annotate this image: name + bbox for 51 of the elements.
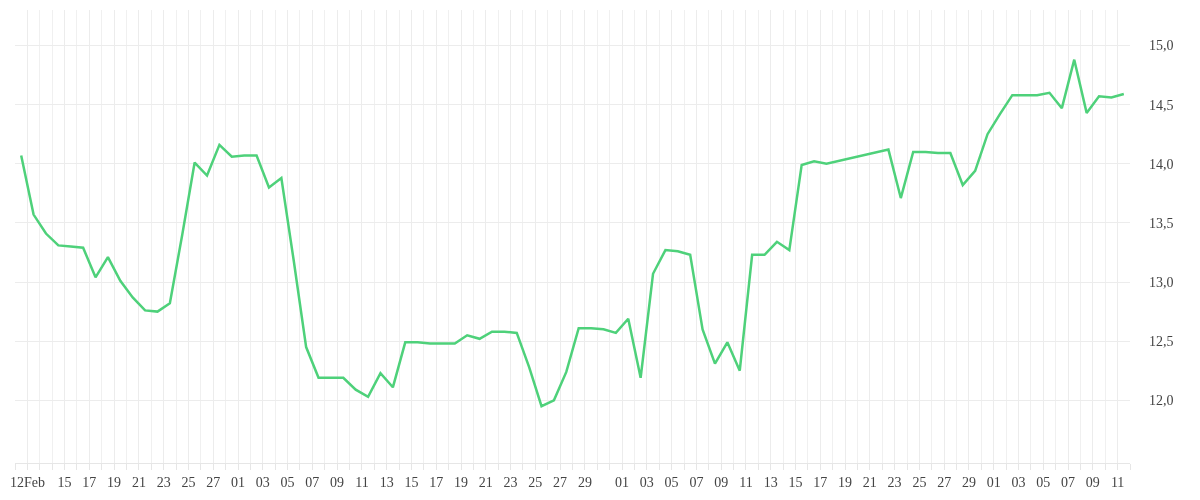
x-tick-label: 17 xyxy=(82,474,97,490)
x-tick-label: 01 xyxy=(231,474,245,490)
x-tick-label: 21 xyxy=(131,474,146,490)
x-tick-label: 19 xyxy=(107,474,122,490)
x-tick-label: 11 xyxy=(739,474,753,490)
x-tick-label: 05 xyxy=(1036,474,1051,490)
x-tick-label: 11 xyxy=(355,474,369,490)
x-tick-label: 03 xyxy=(255,474,270,490)
x-tick-label: 25 xyxy=(181,474,196,490)
x-tick-label: 12Feb xyxy=(9,474,45,490)
x-tick-label: 23 xyxy=(156,474,171,490)
y-tick-label: 13,5 xyxy=(1149,215,1174,231)
x-tick-label: 15 xyxy=(788,474,803,490)
x-tick-label: 29 xyxy=(961,474,976,490)
x-tick-label: 05 xyxy=(280,474,295,490)
y-tick-label: 12,0 xyxy=(1149,393,1174,409)
y-tick-label: 14,0 xyxy=(1149,156,1174,172)
y-tick-label: 14,5 xyxy=(1149,97,1174,113)
x-tick-label: 23 xyxy=(503,474,518,490)
x-tick-label: 21 xyxy=(862,474,877,490)
x-tick-label: 27 xyxy=(206,474,221,490)
x-tick-label: 17 xyxy=(813,474,828,490)
x-tick-label: 05 xyxy=(664,474,679,490)
x-tick-label: 11 xyxy=(1110,474,1125,490)
x-tick-label: 17 xyxy=(429,474,444,490)
x-tick-label: 01 xyxy=(615,474,630,490)
x-tick-label: 25 xyxy=(912,474,927,490)
x-tick-label: 15 xyxy=(404,474,419,490)
x-tick-label: 13 xyxy=(763,474,778,490)
x-tick-label: 03 xyxy=(639,474,654,490)
x-tick-label: 09 xyxy=(714,474,729,490)
y-tick-label: 15,0 xyxy=(1149,38,1174,54)
x-tick-label: 21 xyxy=(478,474,493,490)
x-tick-label: 03 xyxy=(1011,474,1026,490)
x-tick-label: 19 xyxy=(838,474,853,490)
y-tick-label: 13,0 xyxy=(1149,274,1174,290)
x-tick-label: 15 xyxy=(57,474,72,490)
x-tick-label: 07 xyxy=(1061,474,1076,490)
x-tick-label: 19 xyxy=(454,474,468,490)
x-tick-label: 25 xyxy=(528,474,543,490)
x-tick-label: 29 xyxy=(577,474,592,490)
x-tick-label: 27 xyxy=(937,474,952,490)
x-tick-label: 13 xyxy=(379,474,394,490)
x-tick-label: 09 xyxy=(1085,474,1100,490)
x-tick-label: 09 xyxy=(330,474,345,490)
x-tick-label: 27 xyxy=(553,474,568,490)
x-tick-label: 07 xyxy=(305,474,320,490)
x-tick-label: 01 xyxy=(986,474,1001,490)
x-tick-label: 23 xyxy=(887,474,902,490)
x-tick-label: 07 xyxy=(689,474,704,490)
y-tick-label: 12,5 xyxy=(1149,334,1174,350)
